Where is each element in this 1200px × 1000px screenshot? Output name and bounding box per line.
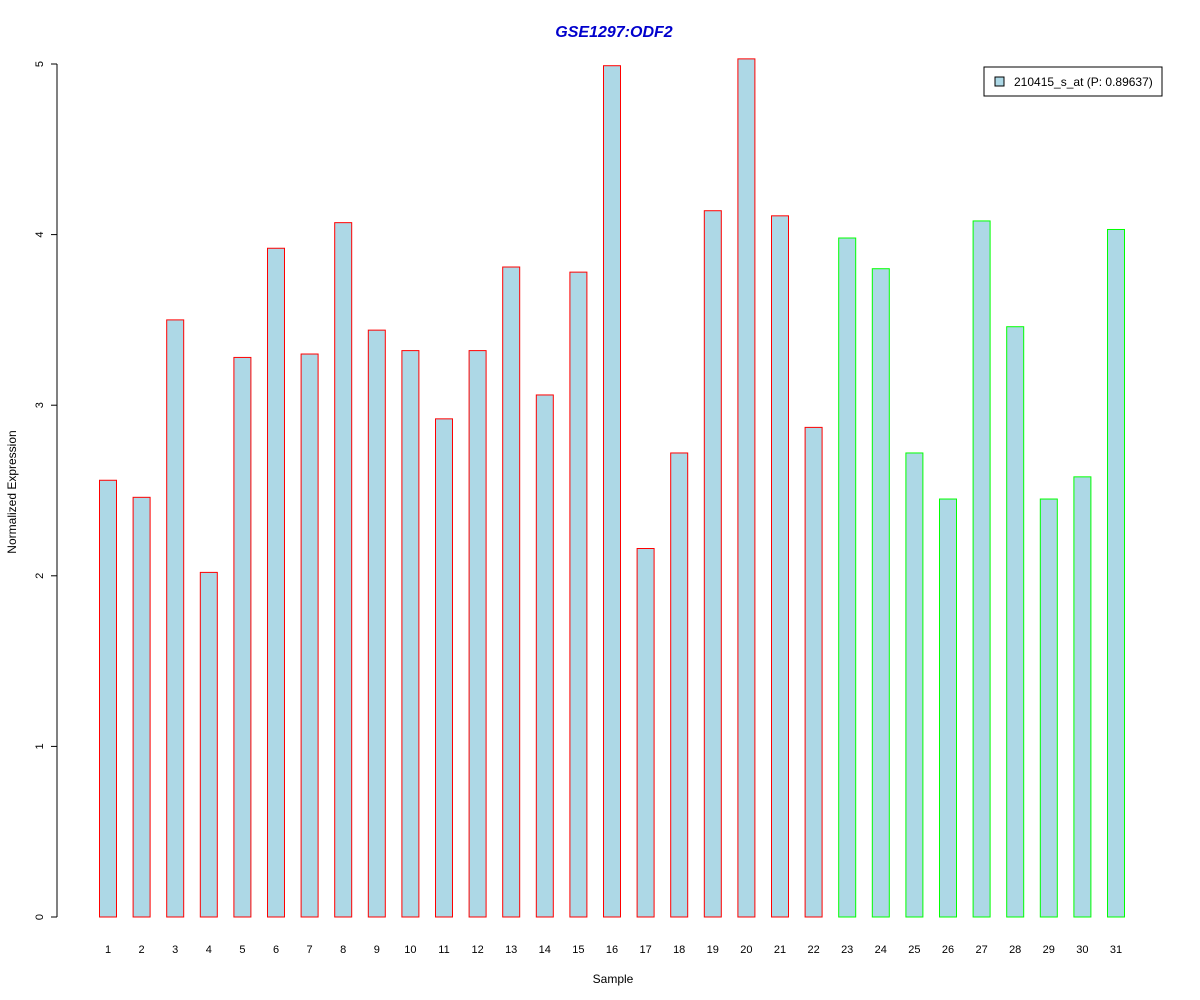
bars [99,58,1125,918]
bar [435,418,453,918]
x-tick-label: 4 [206,944,212,956]
y-axis-label: Normalized Expression [5,430,19,553]
x-tick-label: 3 [172,944,178,956]
x-tick-label: 25 [908,944,920,956]
y-tick-label: 1 [34,743,46,749]
bar [905,452,924,918]
x-tick-label: 30 [1076,944,1088,956]
x-tick-label: 27 [975,944,987,956]
bar [1039,498,1058,918]
y-tick-label: 2 [34,573,46,579]
x-tick-label: 19 [707,944,719,956]
bar [267,247,285,918]
bar [871,268,890,918]
bar [939,498,957,918]
bar [670,452,689,918]
x-tick-label: 15 [572,944,584,956]
x-tick-label: 11 [438,944,449,956]
bar [1006,326,1025,918]
bar [166,319,185,918]
bar [300,353,319,918]
bar [99,479,117,918]
x-tick-label: 10 [404,944,416,956]
bar [468,350,487,918]
x-tick-label: 22 [807,944,819,956]
x-tick-label: 26 [942,944,954,956]
bar [1073,476,1092,918]
x-tick-label: 12 [471,944,483,956]
x-tick-label: 8 [340,944,346,956]
legend-entry-label: 210415_s_at (P: 0.89637) [1014,75,1153,89]
bar [401,350,420,918]
legend-swatch [994,76,1005,87]
x-tick-label: 1 [105,944,111,956]
bar [771,215,789,918]
x-axis-ticks: 1 2 3 4 5 6 7 8 9 10 11 12 13 14 15 16 17 18 19 20 21 22 23 24 2… [105,944,1122,956]
x-tick-label: 9 [374,944,380,956]
bar [569,271,588,918]
x-tick-label: 20 [740,944,752,956]
x-tick-label: 14 [539,944,551,956]
x-tick-label: 16 [606,944,618,956]
y-axis: 0 1 2 3 4 5 [34,61,58,920]
bar [703,210,722,918]
x-tick-label: 24 [875,944,887,956]
chart-title: GSE1297:ODF2 [555,24,672,41]
legend: 210415_s_at (P: 0.89637) [983,66,1163,97]
bar [972,220,991,918]
x-tick-label: 31 [1110,944,1122,956]
x-tick-label: 6 [273,944,279,956]
y-tick-label: 3 [34,402,46,408]
x-tick-label: 2 [139,944,145,956]
bar [132,496,151,918]
bar [603,65,621,918]
bar [334,222,353,918]
bar [535,394,554,918]
x-tick-label: 18 [673,944,685,956]
bar [636,548,655,918]
x-tick-label: 29 [1043,944,1055,956]
bar [233,356,252,918]
bar [737,58,756,918]
x-tick-label: 23 [841,944,853,956]
bar [199,571,218,918]
bar [838,237,857,918]
bar [367,329,386,918]
bar [804,426,823,918]
y-tick-label: 0 [34,914,46,920]
x-tick-label: 21 [774,944,786,956]
x-tick-label: 13 [505,944,517,956]
y-tick-label: 4 [34,232,46,238]
x-tick-label: 28 [1009,944,1021,956]
x-tick-label: 17 [639,944,651,956]
y-tick-label: 5 [34,61,46,67]
legend-box [983,66,1163,97]
bar [502,266,521,918]
x-axis-label: Sample [593,972,634,986]
bar [1107,228,1125,918]
x-tick-label: 5 [239,944,245,956]
x-tick-label: 7 [307,944,313,956]
